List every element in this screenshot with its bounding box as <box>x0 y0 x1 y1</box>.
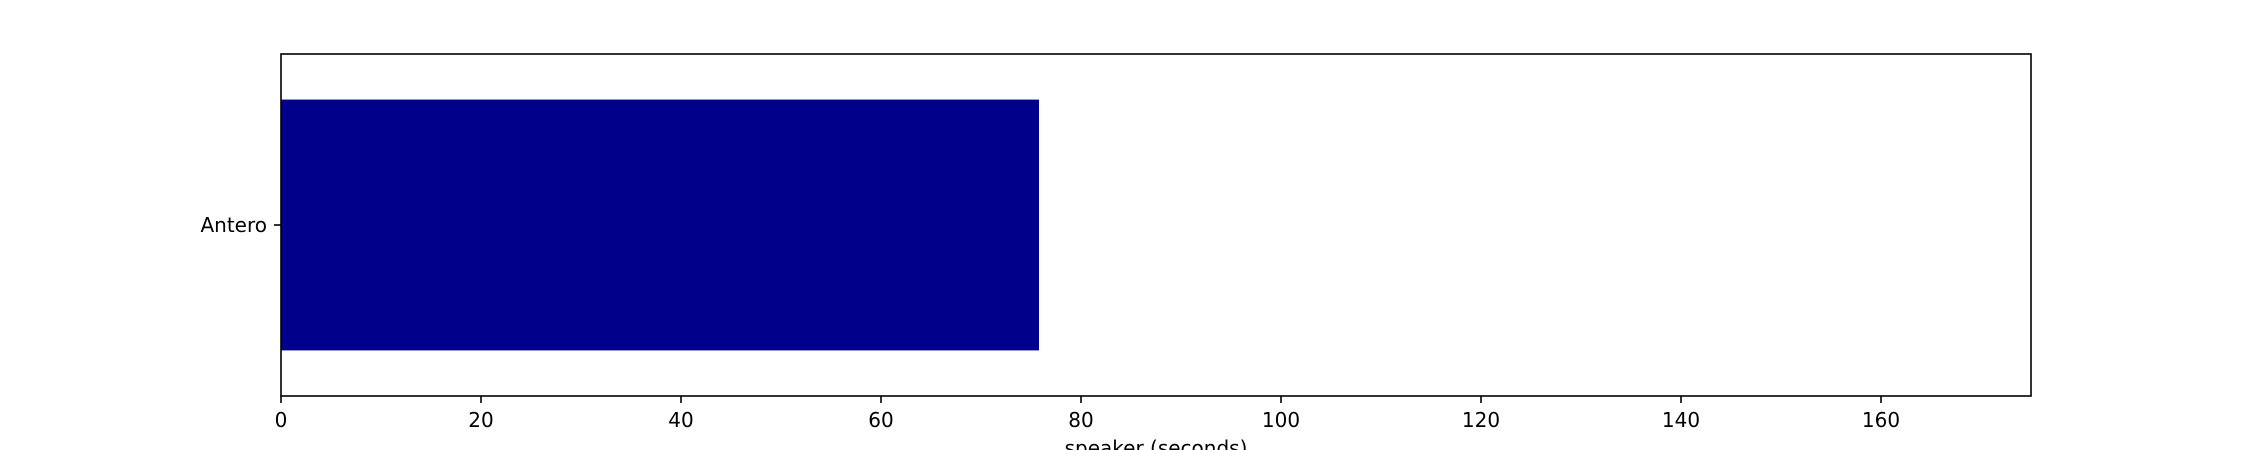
x-tick-label: 140 <box>1662 408 1700 432</box>
x-axis-ticks: 0 20 40 60 80 100 120 140 160 <box>275 396 1900 432</box>
y-tick-label: Antero <box>200 213 267 237</box>
x-axis-label: speaker (seconds) <box>1065 436 1248 450</box>
x-tick-label: 0 <box>275 408 288 432</box>
x-tick-label: 100 <box>1262 408 1300 432</box>
bar <box>281 99 1039 351</box>
x-tick-label: 160 <box>1862 408 1900 432</box>
x-tick-label: 80 <box>1068 408 1093 432</box>
x-tick-label: 120 <box>1462 408 1500 432</box>
x-tick-label: 20 <box>468 408 493 432</box>
bars-layer <box>281 99 1039 351</box>
y-axis-ticks: Antero <box>200 213 281 237</box>
x-tick-label: 60 <box>868 408 893 432</box>
x-tick-label: 40 <box>668 408 693 432</box>
